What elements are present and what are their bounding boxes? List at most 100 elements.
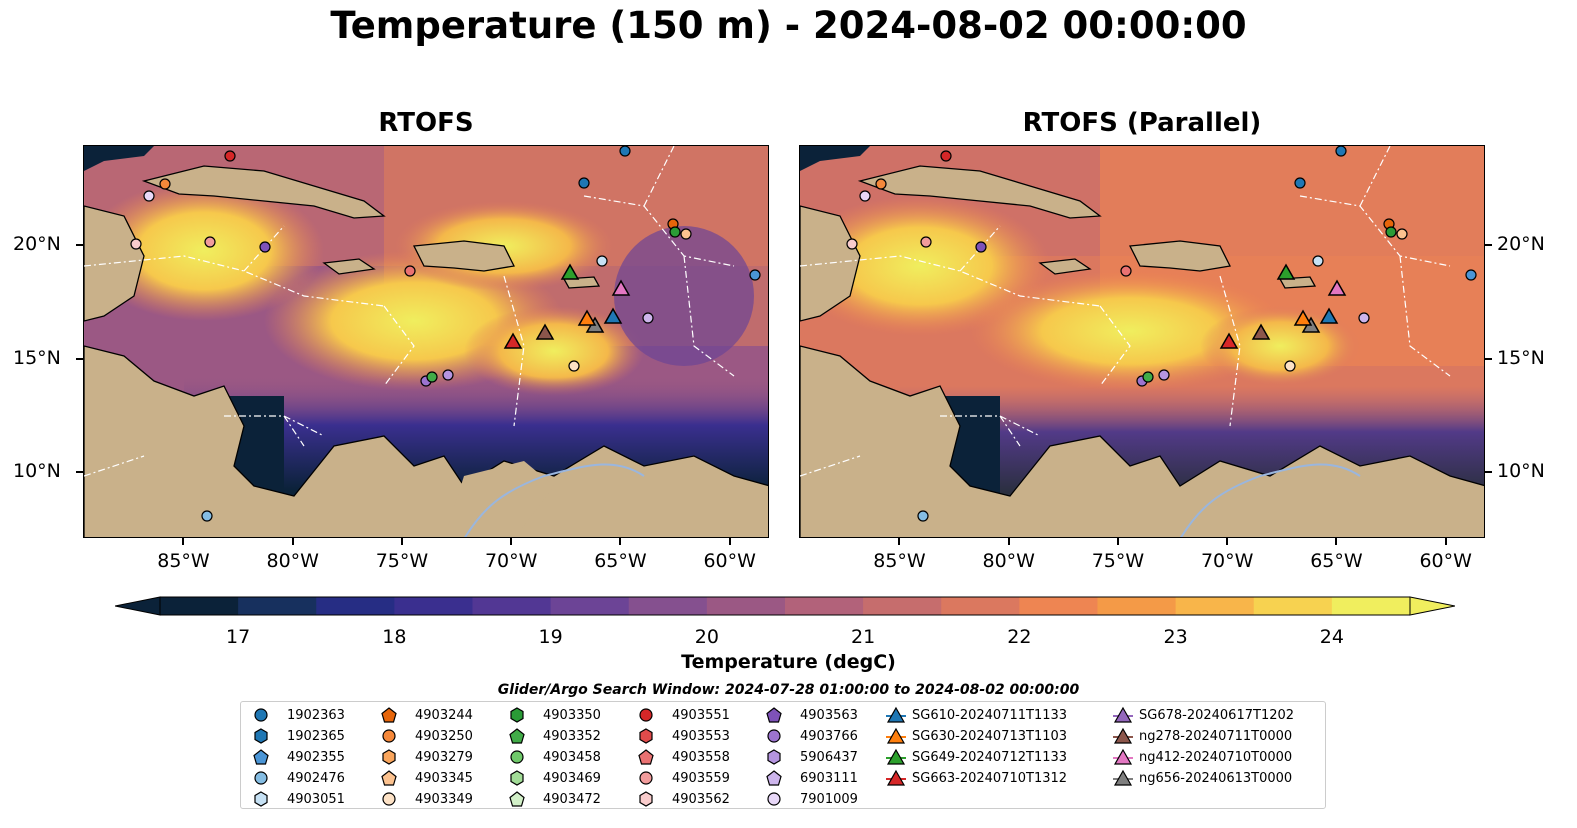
circle-marker-icon (254, 708, 268, 722)
lon-tick-label: 80°W (982, 550, 1035, 572)
argo-markers (846, 146, 1477, 522)
legend-item-label: 7901009 (800, 791, 858, 807)
lat-tick-mark (76, 357, 83, 360)
legend-item: SG663-20240710T1312 (886, 768, 1067, 788)
colorbar-tick-label: 20 (694, 626, 719, 648)
circle-marker-icon (382, 729, 396, 743)
triangle-marker-icon (1113, 727, 1133, 744)
legend-item: 4903563 (764, 705, 858, 725)
lon-tick-mark (898, 538, 901, 545)
glider-markers (503, 263, 631, 349)
hexagon-marker-icon (639, 728, 653, 744)
circle-marker-icon (767, 729, 781, 743)
triangle-marker-icon (1113, 769, 1133, 786)
legend-item: SG610-20240711T1133 (886, 705, 1067, 725)
pentagon-marker-icon (381, 707, 397, 723)
legend-item: 4903553 (636, 726, 730, 746)
legend-item: 7901009 (764, 789, 858, 809)
colorbar-tick-label: 18 (382, 626, 407, 648)
glider-markers (1219, 263, 1347, 349)
legend-item: 4903350 (507, 705, 601, 725)
legend-item-label: SG649-20240712T1133 (912, 749, 1068, 765)
circle-marker-icon (254, 771, 268, 785)
figure-title: Temperature (150 m) - 2024-08-02 00:00:0… (330, 4, 1247, 47)
lon-tick-label: 70°W (1200, 550, 1254, 572)
argo-markers (130, 146, 761, 522)
lat-tick-mark (76, 471, 83, 474)
lat-tick-mark (1485, 357, 1492, 360)
circle-marker-icon (767, 792, 781, 806)
colorbar-tick-label: 24 (1319, 626, 1344, 648)
colorbar-segment (394, 597, 474, 615)
circle-marker-icon (382, 792, 396, 806)
legend-item: 4903562 (636, 789, 730, 809)
colorbar-tick-label: 23 (1163, 626, 1188, 648)
lon-tick-mark (1444, 538, 1447, 545)
legend-item-label: ng412-20240710T0000 (1139, 749, 1293, 765)
legend-item: SG649-20240712T1133 (886, 747, 1067, 767)
legend-item: ng412-20240710T0000 (1113, 747, 1292, 767)
circle-marker-icon (639, 771, 653, 785)
legend-item: 4903051 (251, 789, 345, 809)
hexagon-marker-icon (254, 728, 268, 744)
legend-item: 4902355 (251, 747, 345, 767)
legend-item: 4902476 (251, 768, 345, 788)
legend-item-label: 4903563 (800, 707, 858, 723)
lon-tick-label: 85°W (873, 550, 926, 572)
lon-tick-mark (1335, 538, 1338, 545)
legend-item-label: SG663-20240710T1312 (912, 770, 1068, 786)
legend-item-label: 4903558 (672, 749, 730, 765)
colorbar-segment (785, 597, 864, 615)
lon-tick-label: 60°W (703, 550, 756, 572)
lon-tick-mark (510, 538, 513, 545)
legend-item-label: 4903458 (543, 749, 601, 765)
lon-tick-mark (182, 538, 185, 545)
legend-item-label: 5906437 (800, 749, 858, 765)
lon-tick-label: 70°W (484, 550, 538, 572)
colorbar-extend-min (115, 596, 161, 616)
legend-item-label: 4903559 (672, 770, 730, 786)
legend-item-label: 4903553 (672, 728, 730, 744)
pentagon-marker-icon (509, 728, 525, 744)
legend-item: 4903244 (379, 705, 473, 725)
lat-tick-label: 10°N (13, 460, 61, 483)
lon-tick-mark (728, 538, 731, 545)
lon-tick-mark (1116, 538, 1119, 545)
triangle-marker-icon (886, 727, 906, 744)
lon-tick-mark (1226, 538, 1229, 545)
pentagon-marker-icon (766, 707, 782, 723)
colorbar-segment (941, 597, 1020, 615)
panel-title-rtofs-parallel: RTOFS (Parallel) (1022, 108, 1262, 138)
map-svg-rtofs-parallel (800, 146, 1484, 537)
lon-tick-label: 75°W (1091, 550, 1145, 572)
legend-item-label: 4903349 (415, 791, 473, 807)
hexagon-marker-icon (510, 770, 524, 786)
legend-item-label: 4903766 (800, 728, 858, 744)
legend-item-label: ng656-20240613T0000 (1139, 770, 1293, 786)
legend-item-label: 1902365 (287, 728, 345, 744)
lat-tick-mark (1485, 243, 1492, 246)
hexagon-marker-icon (254, 791, 268, 807)
legend-item: ng278-20240711T0000 (1113, 726, 1292, 746)
colorbar-segment (160, 597, 239, 615)
legend-item-label: 1902363 (287, 707, 345, 723)
legend-item: SG630-20240713T1103 (886, 726, 1067, 746)
legend-item-label: 4903352 (543, 728, 601, 744)
colorbar-frame (159, 596, 1411, 616)
legend-item: ng656-20240613T0000 (1113, 768, 1292, 788)
pentagon-marker-icon (509, 791, 525, 807)
colorbar-segment (706, 597, 786, 615)
legend-item: 4903559 (636, 768, 730, 788)
lon-tick-mark (619, 538, 622, 545)
lat-tick-label: 15°N (13, 346, 61, 369)
legend-item: SG678-20240617T1202 (1113, 705, 1294, 725)
circle-marker-icon (510, 750, 524, 764)
lon-tick-label: 80°W (266, 550, 319, 572)
triangle-marker-icon (886, 769, 906, 786)
legend-item: 4903279 (379, 747, 473, 767)
panel-title-rtofs: RTOFS (378, 108, 474, 138)
legend-item-label: 4903551 (672, 707, 730, 723)
colorbar (115, 596, 1455, 616)
legend-item-label: SG678-20240617T1202 (1139, 707, 1295, 723)
hexagon-marker-icon (510, 707, 524, 723)
